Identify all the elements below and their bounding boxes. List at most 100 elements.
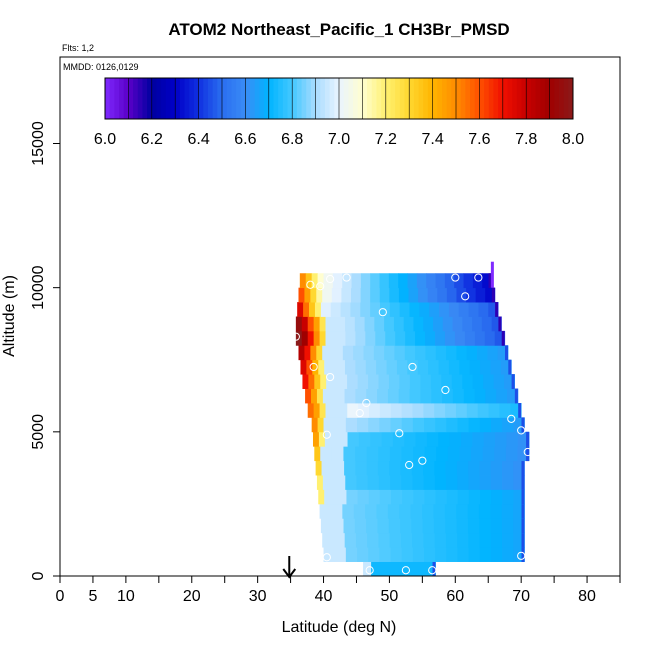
- curtain-cell: [367, 561, 372, 577]
- y-tick-label: 0: [30, 571, 47, 580]
- x-axis: 0 5 10 20 30 40 50 60 70 80: [56, 576, 621, 605]
- colorbar-swatch: [371, 78, 377, 119]
- curtain-cell: [425, 330, 436, 346]
- curtain-cell: [344, 460, 356, 476]
- curtain-cell: [366, 518, 378, 534]
- curtain-cell: [415, 431, 428, 447]
- curtain-cell: [389, 532, 402, 548]
- colorbar-swatch: [222, 78, 228, 119]
- curtain-cell: [390, 475, 402, 490]
- curtain-cell: [500, 359, 512, 375]
- curtain-cell: [375, 561, 380, 577]
- curtain-cell: [332, 345, 344, 361]
- curtain-edge-cell: [526, 431, 530, 447]
- curtain-cell: [370, 302, 381, 317]
- curtain-cell: [319, 503, 332, 519]
- sample-point: [517, 551, 526, 560]
- curtain-cell: [399, 374, 411, 389]
- curtain-cell: [318, 489, 325, 505]
- curtain-cell: [370, 287, 381, 303]
- curtain-cell: [463, 273, 474, 289]
- curtain-cell: [298, 345, 305, 361]
- curtain-cell: [355, 460, 368, 476]
- curtain-cell: [423, 316, 434, 332]
- curtain-edge-cell: [514, 388, 518, 404]
- curtain-cell: [368, 403, 381, 418]
- curtain-cell: [497, 345, 509, 361]
- curtain-cell: [336, 403, 348, 418]
- curtain-cell: [344, 388, 356, 404]
- colorbar-swatch: [109, 78, 115, 119]
- colorbar-swatch: [535, 78, 541, 119]
- sample-point: [378, 308, 387, 317]
- curtain-cell: [435, 345, 447, 361]
- curtain-cell: [435, 547, 447, 562]
- curtain-cell: [376, 359, 387, 375]
- curtain-cell: [379, 547, 391, 562]
- curtain-cell: [447, 446, 460, 462]
- curtain-cell: [491, 489, 503, 505]
- curtain-cell: [358, 403, 370, 418]
- curtain-cell: [478, 503, 491, 519]
- colorbar-swatch: [348, 78, 354, 119]
- curtain-cell: [468, 532, 480, 548]
- curtain-cell: [355, 388, 367, 404]
- curtain-cell: [400, 460, 413, 476]
- curtain-cell: [345, 475, 357, 490]
- curtain-cell: [448, 359, 460, 375]
- curtain-cell: [365, 330, 376, 346]
- curtain-cell: [355, 446, 368, 462]
- curtain-cell: [353, 345, 364, 361]
- curtain-edge-cell: [498, 316, 502, 332]
- x-tick-label: 30: [249, 588, 267, 605]
- curtain-cell: [320, 446, 333, 462]
- curtain-cell: [502, 475, 514, 490]
- curtain-cell: [399, 561, 404, 577]
- curtain-cell: [367, 475, 380, 490]
- curtain-cell: [454, 330, 466, 346]
- colorbar-swatch: [259, 78, 265, 119]
- curtain-cell: [501, 532, 514, 548]
- curtain-cell: [360, 287, 371, 303]
- curtain-cell: [442, 388, 454, 404]
- curtain-cell: [485, 287, 496, 303]
- curtain-cell: [379, 273, 390, 289]
- curtain-cell: [484, 330, 496, 346]
- colorbar-swatch: [296, 78, 303, 119]
- curtain-cell: [310, 287, 317, 303]
- curtain-cell: [423, 403, 435, 418]
- curtain-cell: [452, 388, 465, 404]
- curtain-cell: [468, 417, 481, 433]
- curtain-cell: [335, 489, 347, 505]
- curtain-cell: [513, 518, 525, 534]
- curtain-cell: [444, 273, 455, 289]
- curtain-cell: [401, 446, 414, 462]
- curtain-edge-cell: [491, 287, 495, 303]
- curtain-cell: [446, 475, 458, 490]
- colorbar-swatch: [516, 78, 523, 119]
- curtain-cell: [455, 403, 468, 418]
- curtain-cell: [405, 330, 416, 346]
- curtain-edge-cell: [521, 417, 525, 433]
- curtain-cell: [423, 532, 435, 548]
- curtain-cell: [357, 489, 370, 505]
- x-tick-label: 50: [381, 588, 399, 605]
- curtain-cell: [469, 359, 481, 375]
- curtain-cell: [411, 460, 424, 476]
- colorbar-swatch: [114, 78, 120, 119]
- curtain-cell: [355, 330, 366, 346]
- curtain-cell: [315, 460, 322, 476]
- curtain-cell: [456, 345, 468, 361]
- curtain-cell: [324, 359, 335, 375]
- x-tick-label: 70: [512, 588, 530, 605]
- curtain-cell: [499, 403, 511, 418]
- curtain-cell: [409, 302, 420, 317]
- colorbar-swatch: [128, 78, 134, 119]
- colorbar-swatch: [198, 78, 204, 119]
- curtain-cell: [502, 417, 514, 433]
- colorbar-tick-label: 7.0: [328, 131, 350, 148]
- curtain-cell: [400, 518, 412, 534]
- colorbar-swatch: [264, 78, 270, 119]
- curtain-cell: [419, 561, 424, 577]
- curtain-cell: [505, 446, 518, 462]
